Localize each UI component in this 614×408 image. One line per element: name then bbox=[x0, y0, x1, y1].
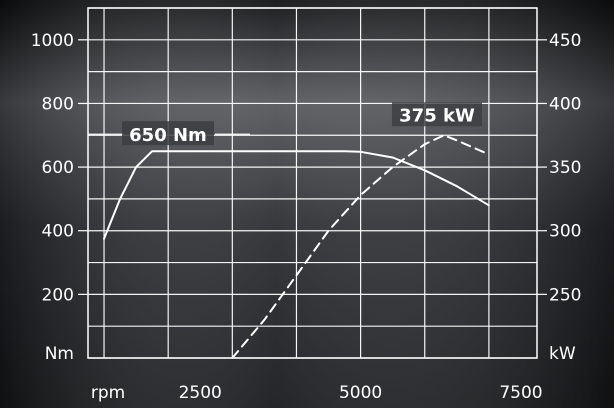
y-left-unit-label: Nm bbox=[45, 344, 74, 364]
y-right-tick-label: 400 bbox=[549, 94, 581, 114]
tick-layer: 200 400 600 800 1000 Nm 250 300 350 400 450 kW 2500 5… bbox=[31, 31, 582, 403]
series-layer bbox=[103, 134, 490, 359]
x-unit-label: rpm bbox=[91, 383, 125, 403]
y-right-tick-label: 300 bbox=[549, 222, 581, 242]
annotation-torque-label: 650 Nm bbox=[129, 125, 207, 146]
annotation-power-label: 375 kW bbox=[399, 105, 475, 126]
series-line-0 bbox=[103, 150, 490, 240]
y-left-tick-label: 400 bbox=[42, 222, 74, 242]
x-tick-label: 2500 bbox=[179, 383, 222, 403]
y-left-tick-label: 1000 bbox=[31, 31, 74, 51]
y-right-tick-label: 350 bbox=[549, 158, 581, 178]
plot-frame bbox=[87, 7, 538, 359]
annotation-bg-1 bbox=[391, 102, 482, 127]
annotation-layer: 650 Nm 375 kW bbox=[88, 102, 482, 146]
x-tick-label: 5000 bbox=[339, 383, 382, 403]
series-line-1 bbox=[231, 134, 490, 359]
y-left-tick-label: 600 bbox=[42, 158, 74, 178]
x-tick-label: 7500 bbox=[499, 383, 542, 403]
y-right-tick-label: 450 bbox=[549, 31, 581, 51]
y-right-tick-label: 250 bbox=[549, 285, 581, 305]
y-left-tick-label: 200 bbox=[42, 285, 74, 305]
y-left-tick-label: 800 bbox=[42, 94, 74, 114]
annotation-bg-0 bbox=[122, 121, 214, 146]
y-right-unit-label: kW bbox=[549, 344, 576, 364]
